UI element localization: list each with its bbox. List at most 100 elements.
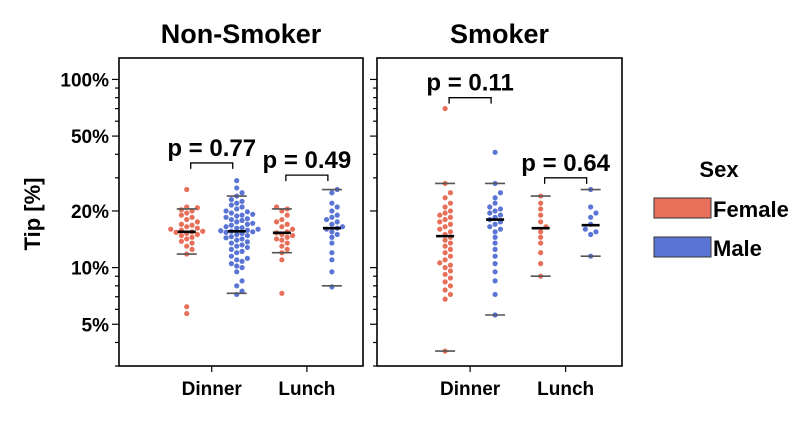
x-tick-label: Dinner bbox=[182, 379, 243, 400]
data-point bbox=[538, 200, 544, 206]
data-point bbox=[234, 283, 240, 289]
data-point bbox=[447, 229, 454, 235]
data-point bbox=[223, 229, 229, 235]
data-point bbox=[497, 226, 504, 232]
data-point bbox=[189, 222, 195, 228]
data-point bbox=[497, 206, 504, 212]
data-point bbox=[329, 190, 335, 196]
panel-title: Non-Smoker bbox=[161, 19, 322, 49]
bracket-line bbox=[190, 162, 234, 169]
data-point bbox=[234, 206, 240, 212]
data-point bbox=[442, 237, 448, 243]
data-point bbox=[284, 234, 290, 240]
data-point bbox=[184, 210, 190, 216]
data-point bbox=[442, 287, 448, 293]
data-point bbox=[442, 257, 448, 263]
data-point bbox=[279, 257, 285, 263]
data-point bbox=[492, 221, 498, 227]
data-point bbox=[239, 198, 245, 204]
data-point bbox=[442, 271, 448, 278]
data-point bbox=[334, 212, 340, 218]
data-point bbox=[228, 246, 234, 252]
data-point bbox=[223, 224, 229, 230]
legend-label-male: Male bbox=[713, 236, 762, 261]
data-point bbox=[492, 253, 498, 259]
group-lunch-male bbox=[580, 186, 601, 259]
data-point bbox=[289, 226, 296, 232]
data-point bbox=[329, 214, 335, 220]
data-point bbox=[244, 216, 250, 222]
data-point bbox=[487, 224, 493, 230]
data-point bbox=[588, 214, 594, 220]
data-point bbox=[234, 178, 240, 184]
data-point bbox=[239, 248, 245, 254]
data-point bbox=[497, 212, 504, 218]
data-point bbox=[228, 261, 234, 267]
p-value-label: p = 0.77 bbox=[167, 135, 256, 162]
data-point bbox=[447, 208, 454, 214]
data-point bbox=[334, 219, 340, 225]
y-tick-label: 50% bbox=[71, 127, 109, 148]
bracket-line bbox=[285, 174, 329, 182]
data-point bbox=[239, 190, 245, 196]
data-point bbox=[200, 228, 206, 234]
data-point bbox=[582, 226, 588, 232]
data-point bbox=[178, 207, 184, 213]
data-point bbox=[228, 216, 234, 223]
data-point bbox=[223, 214, 229, 220]
p-value-label: p = 0.64 bbox=[521, 150, 610, 177]
data-point bbox=[244, 227, 250, 233]
data-point bbox=[447, 262, 454, 268]
panel-frame bbox=[376, 57, 623, 367]
data-point bbox=[289, 232, 296, 239]
data-point bbox=[442, 224, 448, 230]
data-point bbox=[492, 149, 498, 155]
data-point bbox=[329, 269, 335, 275]
data-point bbox=[223, 235, 229, 241]
y-tick-label: 5% bbox=[82, 315, 110, 336]
data-point bbox=[447, 240, 454, 246]
data-point bbox=[244, 221, 250, 227]
data-point bbox=[194, 231, 200, 238]
data-point bbox=[244, 209, 250, 215]
data-point bbox=[442, 210, 448, 216]
data-point bbox=[279, 224, 285, 230]
data-point bbox=[184, 236, 190, 242]
data-point bbox=[228, 234, 234, 240]
data-point bbox=[492, 278, 498, 284]
data-point bbox=[234, 257, 240, 263]
data-point bbox=[234, 263, 240, 269]
group-lunch-female bbox=[530, 193, 551, 279]
data-point bbox=[273, 236, 280, 242]
data-point bbox=[234, 185, 240, 191]
comparison-bracket: p = 0.64 bbox=[521, 150, 611, 184]
group-lunch-female bbox=[271, 204, 296, 296]
data-point bbox=[239, 225, 245, 231]
data-point bbox=[447, 200, 454, 206]
data-point bbox=[194, 219, 200, 225]
data-point bbox=[447, 246, 454, 252]
data-point bbox=[228, 222, 234, 228]
x-tick-label: Lunch bbox=[537, 379, 594, 400]
data-point bbox=[284, 246, 290, 252]
data-point bbox=[323, 216, 330, 223]
data-point bbox=[492, 291, 498, 298]
data-point bbox=[492, 240, 498, 246]
data-point bbox=[234, 237, 240, 243]
data-point bbox=[234, 231, 240, 238]
legend-title: Sex bbox=[699, 157, 739, 182]
data-point bbox=[593, 210, 599, 216]
data-point bbox=[329, 257, 335, 263]
data-point bbox=[492, 269, 498, 275]
data-point bbox=[437, 219, 443, 225]
data-point bbox=[492, 200, 498, 206]
data-point bbox=[442, 296, 448, 302]
data-point bbox=[538, 212, 544, 218]
data-point bbox=[239, 212, 245, 218]
data-point bbox=[184, 224, 190, 230]
data-point bbox=[593, 229, 599, 235]
data-point bbox=[538, 219, 544, 225]
data-point bbox=[447, 214, 454, 220]
data-point bbox=[244, 255, 250, 261]
